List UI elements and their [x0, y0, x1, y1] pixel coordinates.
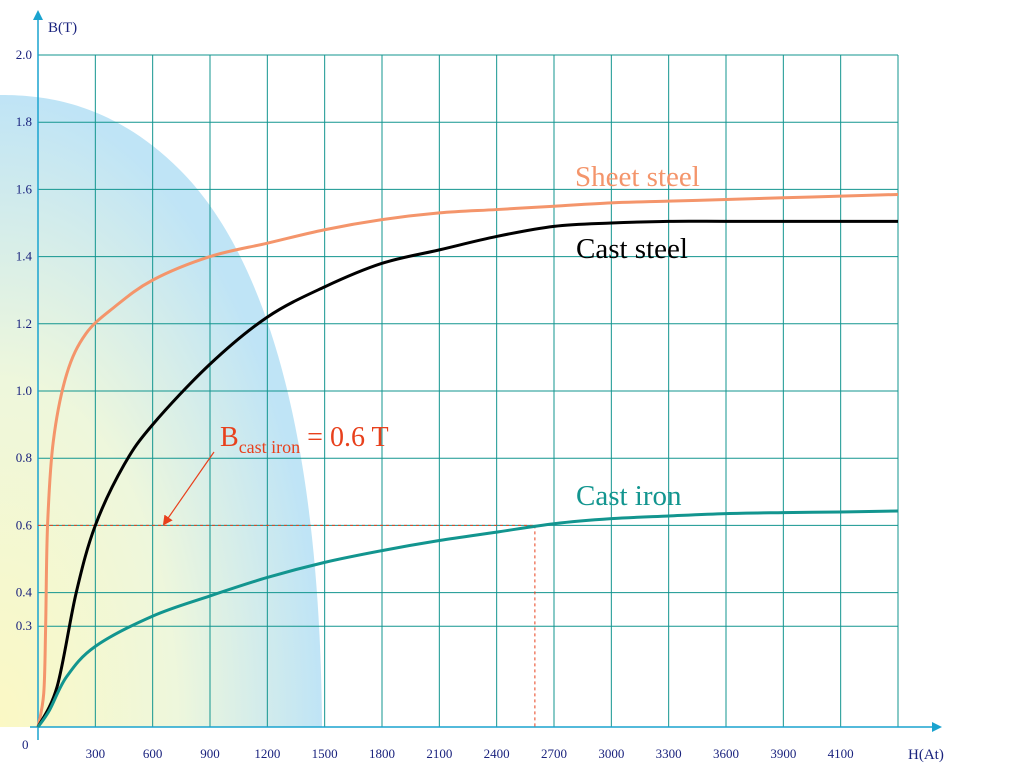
x-tick-label: 1200 [254, 746, 280, 761]
x-tick-label: 300 [86, 746, 106, 761]
x-tick-label: 600 [143, 746, 163, 761]
x-tick-label: 1500 [312, 746, 338, 761]
x-tick-label: 3300 [656, 746, 682, 761]
y-tick-label: 2.0 [16, 47, 32, 62]
x-tick-label: 3900 [770, 746, 796, 761]
y-axis-label: B(T) [48, 20, 77, 36]
series-lines [36, 192, 899, 728]
y-tick-labels: 0.3 0.4 0.6 0.8 1.0 1.2 1.4 1.6 1.8 2.0 [16, 47, 33, 633]
annotation-prefix: B [220, 422, 239, 453]
annotation-arrow [162, 451, 215, 526]
x-tick-label: 3600 [713, 746, 739, 761]
series-line-sheet-steel [36, 192, 899, 728]
series-label-cast-iron: Cast iron [576, 480, 682, 512]
series-line-cast-steel [36, 219, 898, 728]
y-tick-label: 1.2 [16, 316, 32, 331]
x-tick-label: 2400 [484, 746, 510, 761]
background-blob [0, 95, 322, 727]
y-tick-label: 1.0 [16, 383, 32, 398]
series-label-sheet-steel: Sheet steel [575, 161, 700, 193]
y-tick-label: 0.8 [16, 450, 32, 465]
origin-label: 0 [22, 737, 29, 752]
series-line-cast-iron [36, 509, 899, 728]
y-tick-label: 0.4 [16, 585, 33, 600]
y-tick-label: 0.6 [16, 517, 33, 532]
annotation-suffix: = 0.6 T [300, 422, 388, 453]
y-tick-label: 1.8 [16, 114, 32, 129]
x-tick-label: 2700 [541, 746, 567, 761]
annotation-subscript: cast iron [239, 437, 300, 457]
x-axis-label: H(At) [908, 747, 944, 763]
annotation-text: Bcast iron = 0.6 T [220, 422, 389, 457]
x-tick-label: 2100 [426, 746, 452, 761]
x-tick-label: 4100 [828, 746, 854, 761]
series-label-cast-steel: Cast steel [576, 233, 688, 265]
x-tick-label: 1800 [369, 746, 395, 761]
y-tick-label: 0.3 [16, 618, 32, 633]
y-tick-label: 1.6 [16, 181, 33, 196]
y-tick-label: 1.4 [16, 249, 33, 264]
x-tick-label: 3000 [598, 746, 624, 761]
x-tick-label: 900 [200, 746, 220, 761]
x-tick-labels: 300 600 900 1200 1500 1800 2100 2400 2700 3000 330… [86, 746, 854, 761]
